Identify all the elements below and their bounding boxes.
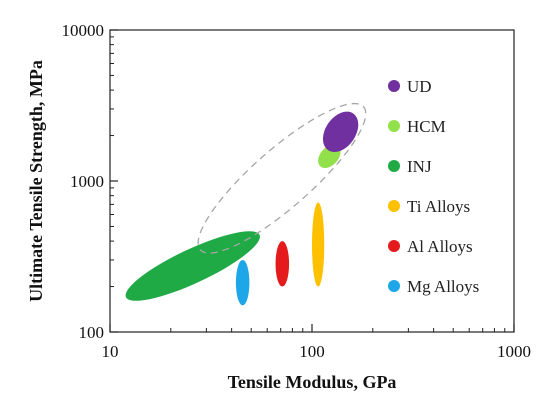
legend-label-ti-alloys: Ti Alloys <box>407 197 470 216</box>
y-tick-label: 10000 <box>62 21 105 40</box>
legend-swatch-mg-alloys <box>388 280 400 292</box>
legend-label-mg-alloys: Mg Alloys <box>407 277 479 296</box>
legend-swatch-ti-alloys <box>388 200 400 212</box>
x-axis-title: Tensile Modulus, GPa <box>228 372 397 392</box>
legend-swatch-hcm <box>388 120 400 132</box>
x-axis-ticks: 10 100 1000 <box>102 324 531 361</box>
legend-swatch-ud <box>388 80 400 92</box>
x-tick-label: 10 <box>102 342 119 361</box>
legend-label-inj: INJ <box>407 157 432 176</box>
legend-swatch-al-alloys <box>388 240 400 252</box>
legend-label-ud: UD <box>407 77 432 96</box>
x-tick-label: 100 <box>299 342 325 361</box>
ellipse-ti-alloys <box>312 202 325 287</box>
y-axis-ticks: 100 1000 10000 <box>62 21 118 342</box>
ellipse-mg-alloys <box>235 259 250 306</box>
legend-label-al-alloys: Al Alloys <box>407 237 473 256</box>
envelope-ellipse <box>197 102 367 254</box>
legend-label-hcm: HCM <box>407 117 446 136</box>
y-tick-label: 1000 <box>70 172 104 191</box>
y-axis-title: Ultimate Tensile Strength, MPa <box>26 60 46 302</box>
x-tick-label: 1000 <box>497 342 531 361</box>
ellipse-al-alloys <box>275 241 290 287</box>
material-ellipses <box>125 102 367 306</box>
legend: UD HCM INJ Ti Alloys Al Alloys Mg Alloys <box>388 77 479 296</box>
legend-swatch-inj <box>388 160 400 172</box>
y-tick-label: 100 <box>79 323 105 342</box>
ellipse-ud <box>322 111 359 153</box>
